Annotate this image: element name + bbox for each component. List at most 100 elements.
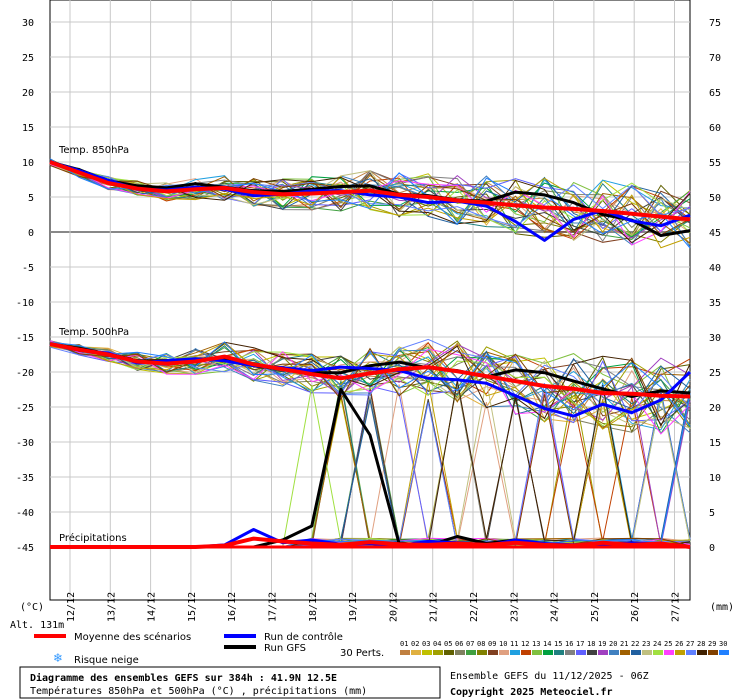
left-tick-label: 15 xyxy=(22,123,34,134)
legend: Moyenne des scénarios Run de contrôle Ru… xyxy=(34,631,729,666)
footer-run: Ensemble GEFS du 11/12/2025 - 06Z xyxy=(450,671,649,682)
footer-box xyxy=(19,666,441,699)
pert-color-swatch xyxy=(477,650,487,655)
x-tick-label: 19/12 xyxy=(348,592,359,622)
pert-number: 07 xyxy=(466,640,474,648)
pert-color-swatch xyxy=(521,650,531,655)
pert-number: 21 xyxy=(620,640,628,648)
left-tick-label: 25 xyxy=(22,53,34,64)
pert-color-swatch xyxy=(620,650,630,655)
right-tick-label: 0 xyxy=(709,543,715,554)
x-tick-label: 12/12 xyxy=(66,592,77,622)
pert-color-swatch xyxy=(708,650,718,655)
left-tick-label: 10 xyxy=(22,158,34,169)
left-tick-label: 0 xyxy=(28,228,34,239)
pert-color-swatch xyxy=(444,650,454,655)
pert-color-swatch xyxy=(400,650,410,655)
left-tick-label: 20 xyxy=(22,88,34,99)
x-tick-label: 24/12 xyxy=(550,592,561,622)
perturbations-label: 30 Perts. xyxy=(340,648,384,659)
pert-number: 22 xyxy=(631,640,639,648)
right-unit: (mm) xyxy=(710,602,734,613)
pert-number: 20 xyxy=(609,640,617,648)
left-tick-label: -45 xyxy=(16,543,34,554)
pert-color-swatch xyxy=(664,650,674,655)
pert-line-t850 xyxy=(49,164,691,242)
x-tick-label: 16/12 xyxy=(227,592,238,622)
pert-color-swatch xyxy=(455,650,465,655)
footer: Diagramme des ensembles GEFS sur 384h : … xyxy=(19,666,649,699)
pert-color-swatch xyxy=(466,650,476,655)
series-0-t850 xyxy=(49,160,691,222)
label-t500: Temp. 500hPa xyxy=(58,327,129,338)
x-tick-label: 14/12 xyxy=(147,592,158,622)
right-tick-label: 45 xyxy=(709,228,721,239)
right-tick-label: 55 xyxy=(709,158,721,169)
left-tick-label: -35 xyxy=(16,473,34,484)
right-tick-label: 15 xyxy=(709,438,721,449)
pert-number: 04 xyxy=(433,640,441,648)
pert-number: 11 xyxy=(510,640,518,648)
footer-title: Diagramme des ensembles GEFS sur 384h : … xyxy=(30,672,337,684)
pert-line-t500 xyxy=(49,344,691,434)
right-tick-label: 50 xyxy=(709,193,721,204)
x-tick-label: 18/12 xyxy=(308,592,319,622)
footer-subtitle: Températures 850hPa et 500hPa (°C) , pré… xyxy=(30,685,367,697)
pert-color-swatch xyxy=(598,650,608,655)
pert-number: 17 xyxy=(576,640,584,648)
pert-color-swatch xyxy=(488,650,498,655)
snowflake-icon: ❄ xyxy=(53,651,63,665)
right-tick-label: 25 xyxy=(709,368,721,379)
left-tick-label: -15 xyxy=(16,333,34,344)
pert-line-t500 xyxy=(49,341,691,428)
pert-color-swatch xyxy=(697,650,707,655)
left-tick-label: -40 xyxy=(16,508,34,519)
x-tick-label: 27/12 xyxy=(671,592,682,622)
pert-number: 08 xyxy=(477,640,485,648)
pert-color-swatch xyxy=(609,650,619,655)
right-tick-label: 10 xyxy=(709,473,721,484)
pert-number: 29 xyxy=(708,640,716,648)
main-series xyxy=(49,160,692,549)
label-precip: Précipitations xyxy=(59,532,127,544)
pert-number: 16 xyxy=(565,640,573,648)
pert-number: 10 xyxy=(499,640,507,648)
pert-number: 27 xyxy=(686,640,694,648)
chart-grid xyxy=(49,0,691,601)
x-tick-label: 20/12 xyxy=(388,592,399,622)
legend-control: Run de contrôle xyxy=(264,631,343,643)
pert-color-swatch xyxy=(719,650,729,655)
pert-number: 30 xyxy=(719,640,727,648)
pert-number: 12 xyxy=(521,640,529,648)
left-tick-label: -5 xyxy=(22,263,34,274)
pert-color-swatch xyxy=(631,650,641,655)
footer-copyright: Copyright 2025 Meteociel.fr xyxy=(450,686,613,698)
pert-number: 26 xyxy=(675,640,683,648)
pert-color-swatch xyxy=(642,650,652,655)
right-tick-label: 40 xyxy=(709,263,721,274)
pert-number: 02 xyxy=(411,640,419,648)
right-tick-label: 35 xyxy=(709,298,721,309)
x-tick-label: 21/12 xyxy=(429,592,440,622)
left-tick-label: 5 xyxy=(28,193,34,204)
pert-color-swatch xyxy=(576,650,586,655)
x-tick-label: 26/12 xyxy=(630,592,641,622)
pert-number: 09 xyxy=(488,640,496,648)
pert-color-swatch xyxy=(653,650,663,655)
pert-color-swatch xyxy=(433,650,443,655)
legend-snow: Risque neige xyxy=(74,655,139,666)
left-tick-label: -30 xyxy=(16,438,34,449)
pert-number: 13 xyxy=(532,640,540,648)
left-tick-label: -25 xyxy=(16,403,34,414)
pert-number: 19 xyxy=(598,640,606,648)
pert-line-t850 xyxy=(49,163,691,232)
x-tick-label: 25/12 xyxy=(590,592,601,622)
left-tick-label: 30 xyxy=(22,18,34,29)
right-tick-label: 30 xyxy=(709,333,721,344)
left-tick-label: -10 xyxy=(16,298,34,309)
pert-number: 14 xyxy=(543,640,551,648)
pert-number: 18 xyxy=(587,640,595,648)
pert-number: 06 xyxy=(455,640,463,648)
x-tick-label: 17/12 xyxy=(268,592,279,622)
